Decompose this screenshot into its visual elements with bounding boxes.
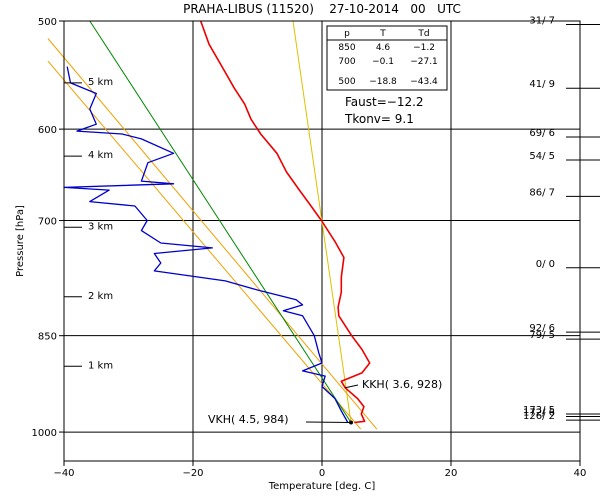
x-axis-label: Temperature [deg. C] (268, 481, 376, 492)
y-tick-label: 500 (38, 17, 57, 28)
x-tick-label: 20 (445, 468, 458, 479)
height-label: 3 km (88, 221, 113, 232)
series-line (47, 38, 378, 430)
wind-label: 69/ 6 (529, 128, 555, 139)
y-axis-label: Pressure [hPa] (15, 205, 26, 277)
annotation-kkh: KKH( 3.6, 928) (362, 378, 442, 391)
table-cell: −1.2 (413, 43, 435, 53)
table-cell: −18.8 (369, 77, 397, 87)
wind-label: 79/ 5 (529, 330, 555, 341)
indices: Faust=−12.2 Tkonv= 9.1 (344, 95, 424, 126)
series-line (89, 20, 352, 423)
wind-label: 31/ 7 (529, 16, 555, 27)
wind-label: 0/ 0 (536, 259, 555, 270)
wind-label: 54/ 5 (529, 151, 555, 162)
y-tick-label: 850 (38, 332, 57, 343)
series-line (199, 20, 371, 424)
annotations: KKH( 3.6, 928) VKH( 4.5, 984) (208, 378, 442, 426)
height-label: 4 km (88, 150, 113, 161)
height-label: 5 km (88, 77, 113, 88)
table-cell: 500 (338, 77, 355, 87)
table-header-cell: Td (417, 29, 429, 39)
index-value: Faust=−12.2 (345, 95, 424, 109)
table-cell: −43.4 (410, 77, 438, 87)
y-axis-ticks: 500 600 700 850 1000 (32, 17, 64, 439)
table-cells: p T Td 850 4.6 −1.2 700 −0.1 −27.1 500 −18.8 −43.4 (327, 29, 447, 87)
height-label: 1 km (88, 360, 113, 371)
wind-label: 92/ 6 (529, 323, 555, 334)
table-header-cell: p (344, 29, 350, 39)
wind-label: 172/ 6 (523, 407, 555, 418)
table-frame (326, 25, 448, 91)
table-cell: −0.1 (372, 57, 394, 67)
table-cell: 700 (338, 57, 355, 67)
wind-label: 41/ 9 (529, 79, 555, 90)
chart-title: PRAHA-LIBUS (11520) 27-10-2014 00 UTC (183, 2, 461, 16)
x-tick-label: −20 (182, 468, 203, 479)
annotation-leader (345, 384, 359, 389)
wind-label: 126/ 2 (523, 411, 555, 422)
wind-labels: 31/ 7 41/ 9 69/ 6 54/ 5 86/ 7 0/ 0 92/ 679/ 5 1… (523, 16, 600, 422)
y-tick-label: 600 (38, 125, 57, 136)
annotation-vkh: VKH( 4.5, 984) (208, 413, 289, 426)
data-series (63, 20, 371, 424)
y-tick-label: 700 (38, 217, 57, 228)
x-tick-label: 40 (574, 468, 587, 479)
y-tick-label: 1000 (32, 428, 57, 439)
height-label: 2 km (88, 291, 113, 302)
lcl-point (349, 420, 354, 425)
wind-label: 173/ 5 (523, 405, 555, 416)
value-table: p T Td 850 4.6 −1.2 700 −0.1 −27.1 500 −18.8 −43.4 (326, 25, 448, 91)
table-cell: 850 (338, 43, 355, 53)
x-tick-label: 0 (319, 468, 325, 479)
table-cell: −27.1 (410, 57, 438, 67)
series-line (47, 60, 362, 430)
height-marks: 5 km 4 km 3 km 2 km 1 km (64, 77, 113, 371)
wind-label: 86/ 7 (529, 187, 555, 198)
series-line (63, 66, 349, 423)
x-tick-label: −40 (53, 468, 74, 479)
index-value: Tkonv= 9.1 (344, 112, 414, 126)
table-header-cell: T (379, 29, 386, 39)
x-axis-ticks: −40 −20 0 20 40 (53, 461, 586, 479)
table-cell: 4.6 (376, 43, 391, 53)
